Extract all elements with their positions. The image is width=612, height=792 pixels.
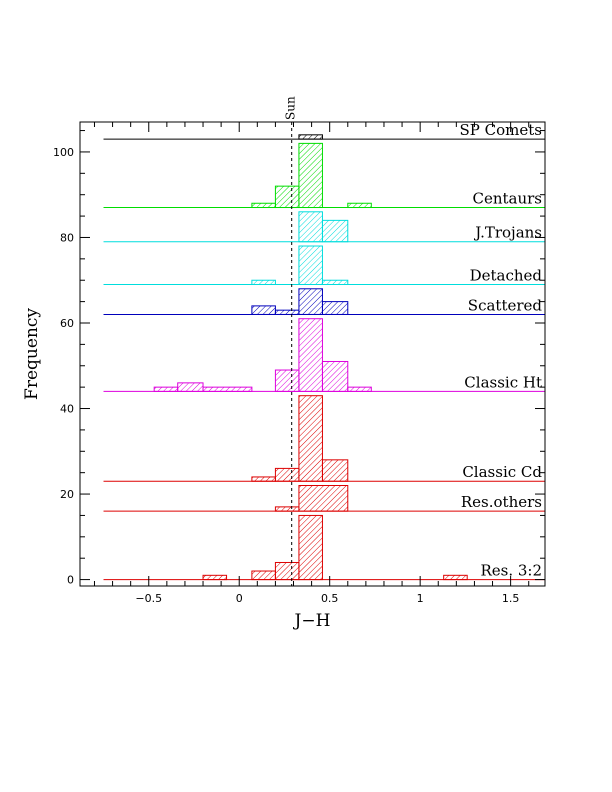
x-tick-label: 1.5	[502, 592, 520, 605]
y-axis-title: Frequency	[22, 308, 42, 400]
x-tick-label: 0.5	[321, 592, 339, 605]
histogram-bar	[251, 305, 276, 315]
histogram-bar	[177, 382, 204, 392]
histogram-bar	[298, 485, 349, 512]
y-tick-label: 20	[60, 488, 74, 501]
histogram-bar	[202, 574, 228, 581]
series-label-detached: Detached	[470, 267, 543, 285]
histogram-bar	[274, 185, 300, 209]
histogram-bar	[251, 279, 276, 286]
series-j-trojans	[103, 211, 545, 243]
histogram-bar	[274, 369, 300, 392]
histogram-bar	[321, 219, 349, 243]
y-tick-label: 80	[60, 231, 74, 244]
histogram-bar	[251, 202, 276, 209]
series-label-res-3-2: Res. 3:2	[480, 562, 542, 580]
histogram-bar	[298, 395, 323, 482]
histogram-bar	[274, 467, 300, 482]
histogram-bar	[347, 386, 372, 392]
series-labels: SP Comets Centaurs J.Trojans Detached Scatte…	[460, 121, 543, 579]
histogram-bar	[298, 318, 323, 392]
x-tick-label: 1	[417, 592, 424, 605]
x-tick-label: 0	[236, 592, 243, 605]
sun-label: Sun	[284, 96, 298, 120]
series-label-centaurs: Centaurs	[472, 190, 542, 208]
series-classic-ht	[103, 318, 545, 392]
plot-frame	[79, 121, 546, 587]
series-label-sp-comets: SP Comets	[460, 121, 542, 139]
series-label-classic-ht: Classic Ht	[464, 373, 542, 391]
series-res-others	[103, 485, 545, 512]
histogram-bar	[274, 506, 300, 512]
histogram-bar	[321, 279, 349, 286]
histogram-bar	[251, 570, 276, 581]
series-centaurs	[103, 142, 545, 209]
histogram-bar	[321, 360, 349, 392]
histogram-bar	[298, 288, 323, 315]
axis-ticks: −0.5 0 0.5 1 1.5 0 20 40 60 80 100	[53, 122, 545, 605]
series-res-3-2	[103, 514, 545, 581]
y-tick-label: 0	[67, 574, 74, 587]
series-detached	[103, 245, 545, 286]
y-tick-label: 60	[60, 317, 74, 330]
histogram-bar	[321, 301, 349, 315]
histogram-bar	[443, 574, 468, 581]
histogram-bar	[298, 134, 323, 140]
histogram-bar	[298, 245, 323, 286]
series-scattered	[103, 288, 545, 315]
histogram-bar	[153, 386, 179, 392]
histogram-bar	[202, 386, 253, 392]
x-tick-label: −0.5	[135, 592, 162, 605]
series-layer	[103, 134, 545, 581]
series-label-j-trojans: J.Trojans	[473, 224, 542, 242]
x-axis-title: J−H	[293, 611, 331, 631]
histogram-bar	[321, 459, 349, 482]
y-tick-label: 40	[60, 403, 74, 416]
histogram-bar	[251, 476, 276, 482]
series-classic-cd	[103, 395, 545, 482]
series-label-res-others: Res.others	[461, 493, 542, 511]
y-tick-label: 100	[53, 146, 74, 159]
series-label-scattered: Scattered	[468, 296, 543, 314]
histogram-bar	[298, 211, 323, 243]
histogram-bar	[274, 561, 300, 581]
series-label-classic-cd: Classic Cd	[462, 463, 542, 481]
histogram-bar	[274, 309, 300, 315]
series-sp-comets	[103, 134, 545, 140]
histogram-bar	[298, 514, 323, 581]
histogram-bar	[347, 202, 372, 209]
histogram-bar	[298, 142, 323, 209]
